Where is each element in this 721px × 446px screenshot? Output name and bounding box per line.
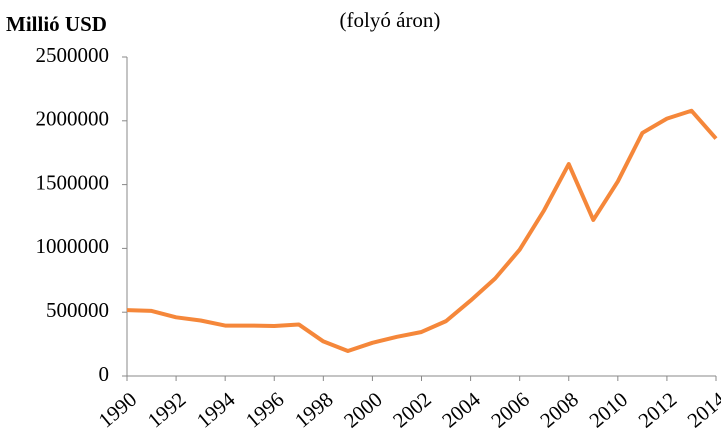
x-tick-label: 1994 xyxy=(192,387,240,433)
x-tick-label: 2000 xyxy=(339,387,387,432)
x-tick-label: 2006 xyxy=(486,387,534,432)
y-tick-label: 2000000 xyxy=(36,107,110,131)
y-tick-label: 2500000 xyxy=(36,43,110,67)
x-tick-label: 2012 xyxy=(634,387,682,432)
y-axis-label: Millió USD xyxy=(6,12,107,36)
line-series xyxy=(126,108,718,353)
x-tick-label: 2014 xyxy=(683,387,721,433)
x-tick-label: 1996 xyxy=(241,387,289,432)
x-tick-label: 2008 xyxy=(535,387,583,432)
x-tick-label: 1990 xyxy=(94,387,142,432)
chart-title: (folyó áron) xyxy=(340,8,441,32)
y-tick-label: 500000 xyxy=(46,298,109,322)
y-tick-label: 1000000 xyxy=(36,234,110,258)
x-tick-label: 2004 xyxy=(437,387,485,433)
x-tick-label: 2002 xyxy=(388,387,436,432)
x-tick-label: 2010 xyxy=(585,387,633,432)
x-tick-label: 1998 xyxy=(290,387,338,432)
y-tick-label: 1500000 xyxy=(36,170,110,194)
x-tick-label: 1992 xyxy=(143,387,191,432)
y-tick-label: 0 xyxy=(99,362,110,386)
